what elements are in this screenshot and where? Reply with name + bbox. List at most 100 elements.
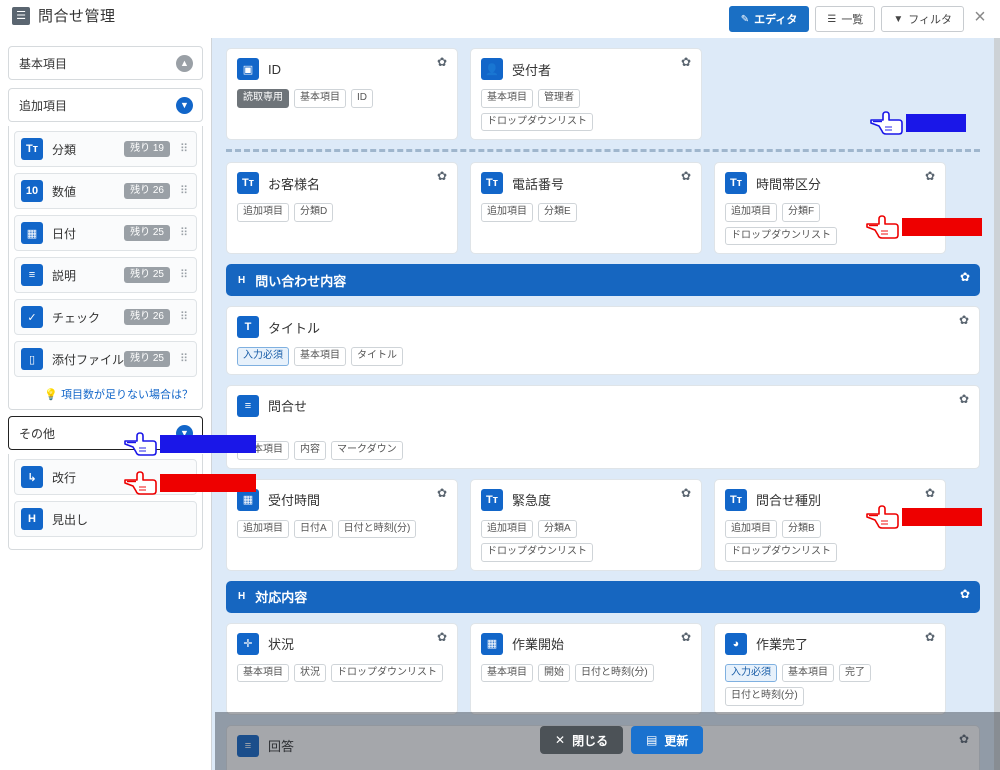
tag: ドロップダウンリスト xyxy=(725,226,837,245)
gear-icon[interactable]: ✿ xyxy=(681,629,692,644)
view-tabs: ✎ エディタ ☰ 一覧 ▼ フィルタ xyxy=(728,6,964,32)
field-card[interactable]: ✿ Tᴛ お客様名 追加項目 分類D xyxy=(226,162,458,254)
sidebar-group-other-header[interactable]: その他 ▼ xyxy=(8,416,203,450)
field-card[interactable]: ✿ 👤 受付者 基本項目 管理者 ドロップダウンリスト xyxy=(470,48,702,140)
remaining-badge: 残り 26 xyxy=(124,183,170,199)
sidebar-item-label: 添付ファイル xyxy=(52,352,125,367)
list-icon: ☰ xyxy=(827,13,837,25)
tag: タイトル xyxy=(351,347,403,366)
sidebar-item-description-icon[interactable]: ≡ 説明 残り 25 ⠿ xyxy=(14,257,197,293)
drag-handle-icon[interactable]: ⠿ xyxy=(180,353,188,365)
card-tags: 入力必須 基本項目 タイトル xyxy=(237,347,969,366)
tag: 追加項目 xyxy=(481,203,533,222)
sidebar-item-line-break-icon[interactable]: ↳ 改行 xyxy=(14,459,197,495)
drag-handle-icon[interactable]: ⠿ xyxy=(180,311,188,323)
card-title: 問合せ種別 xyxy=(756,493,822,508)
chevron-down-icon[interactable]: ▼ xyxy=(176,425,193,442)
field-card[interactable]: ✿ Tᴛ 緊急度 追加項目 分類A ドロップダウンリスト xyxy=(470,478,702,571)
gear-icon[interactable]: ✿ xyxy=(681,55,692,69)
tag: 追加項目 xyxy=(725,519,777,538)
text-format-icon: Tᴛ xyxy=(481,172,503,194)
tag: 読取専用 xyxy=(237,89,289,108)
drag-handle-icon[interactable]: ⠿ xyxy=(180,269,188,281)
section-header-response[interactable]: H 対応内容 ✿ xyxy=(226,580,980,613)
card-title: 作業完了 xyxy=(756,637,809,652)
tab-filter[interactable]: ▼ フィルタ xyxy=(881,6,964,32)
text-format-icon: Tᴛ xyxy=(725,172,747,194)
field-card[interactable]: ✿ Tᴛ 時間帯区分 追加項目 分類F ドロップダウンリスト xyxy=(714,162,946,254)
sidebar-item-attachment-icon[interactable]: ▯ 添付ファイル 残り 25 ⠿ xyxy=(14,341,197,377)
gear-icon[interactable]: ✿ xyxy=(681,485,692,500)
gear-icon[interactable]: ✿ xyxy=(437,629,448,644)
field-card[interactable]: ✿ ≡ 問合せ 基本項目 内容 マークダウン xyxy=(226,384,980,469)
chevron-down-icon[interactable]: ▼ xyxy=(176,97,193,114)
section-header-response-label: 対応内容 xyxy=(255,590,308,605)
field-card[interactable]: ✿ ✛ 状況 基本項目 状況 ドロップダウンリスト xyxy=(226,622,458,715)
gear-icon[interactable]: ✿ xyxy=(437,169,448,183)
sidebar-item-check-icon[interactable]: ✓ チェック 残り 26 ⠿ xyxy=(14,299,197,335)
gear-icon[interactable]: ✿ xyxy=(960,270,971,284)
gear-icon[interactable]: ✿ xyxy=(437,485,448,500)
gear-icon[interactable]: ✿ xyxy=(959,313,970,327)
field-card[interactable]: ✿ ▦ 作業開始 基本項目 開始 日付と時刻(分) xyxy=(470,622,702,715)
gear-icon[interactable]: ✿ xyxy=(959,731,970,746)
field-card[interactable]: ✿ Tᴛ 問合せ種別 追加項目 分類B ドロップダウンリスト xyxy=(714,478,946,571)
sidebar-group-additional-header[interactable]: 追加項目 ▼ xyxy=(8,88,203,122)
not-enough-fields-link[interactable]: 💡 項目数が足りない場合は？ xyxy=(14,383,197,403)
drag-handle-icon[interactable]: ⠿ xyxy=(180,185,188,197)
card-title: 状況 xyxy=(268,637,295,652)
sidebar-item-text-format-icon[interactable]: Tᴛ 分類 残り 19 ⠿ xyxy=(14,131,197,167)
field-card[interactable]: ✿ T タイトル入力必須 基本項目 タイトル xyxy=(226,306,980,375)
gear-icon[interactable]: ✿ xyxy=(959,391,970,406)
sidebar-item-label: 分類 xyxy=(52,142,77,157)
chevron-up-icon[interactable]: ▲ xyxy=(176,55,193,72)
tag: 入力必須 xyxy=(237,347,289,366)
sidebar-item-label: チェック xyxy=(52,310,101,325)
card-header: 👤 受付者 xyxy=(481,58,691,80)
close-icon[interactable]: × xyxy=(974,6,986,28)
sidebar-item-label: 日付 xyxy=(52,226,77,241)
field-card[interactable]: ✿ Tᴛ 電話番号 追加項目 分類E xyxy=(470,162,702,254)
close-button[interactable]: ✕ 閉じる xyxy=(540,726,624,754)
card-tags: 読取専用 基本項目 ID xyxy=(237,89,447,108)
pencil-square-icon: ✎ xyxy=(740,13,750,25)
calendar-icon: ▦ xyxy=(237,488,259,511)
sidebar-group-basic-header[interactable]: 基本項目 ▲ xyxy=(8,46,203,80)
tab-editor-label: エディタ xyxy=(754,14,798,26)
not-enough-fields-label: 項目数が足りない場合は？ xyxy=(61,389,193,401)
card-title: 緊急度 xyxy=(512,493,552,508)
sidebar: 基本項目 ▲ 追加項目 ▼ Tᴛ 分類 残り 19 ⠿ 10 数値 残り 26 ⠿ ▦ 日付 残り … xyxy=(0,38,212,770)
gear-icon[interactable]: ✿ xyxy=(437,55,448,69)
drag-handle-icon[interactable]: ⠿ xyxy=(180,143,188,155)
tab-list[interactable]: ☰ 一覧 xyxy=(815,6,876,32)
field-card[interactable]: ✿ ◕ 作業完了 入力必須 基本項目 完了 日付と時刻(分) xyxy=(714,622,946,715)
tab-editor[interactable]: ✎ エディタ xyxy=(728,6,810,32)
tag: 追加項目 xyxy=(481,519,533,538)
sidebar-item-number-icon[interactable]: 10 数値 残り 26 ⠿ xyxy=(14,173,197,209)
gear-icon[interactable]: ✿ xyxy=(960,586,971,601)
field-card[interactable]: ✿ ▦ 受付時間 追加項目 日付A 日付と時刻(分) xyxy=(226,478,458,571)
card-tags: 基本項目 内容 マークダウン xyxy=(237,441,403,460)
update-button[interactable]: ▤ 更新 xyxy=(631,726,704,754)
section-header-inquiry[interactable]: H 問い合わせ内容 ✿ xyxy=(226,264,980,296)
card-title: 回答 xyxy=(268,739,295,754)
card-tags: 基本項目 開始 日付と時刻(分) xyxy=(481,663,691,682)
gear-icon[interactable]: ✿ xyxy=(925,169,936,183)
tag: 追加項目 xyxy=(725,203,777,222)
card-header: ▦ 受付時間 xyxy=(237,488,447,511)
card-tags: 追加項目 分類F ドロップダウンリスト xyxy=(725,203,935,245)
tag: 追加項目 xyxy=(237,203,289,222)
sidebar-item-label: 説明 xyxy=(52,268,77,283)
card-row-title: ✿ T タイトル入力必須 基本項目 タイトル xyxy=(212,306,994,375)
sidebar-item-calendar-icon[interactable]: ▦ 日付 残り 25 ⠿ xyxy=(14,215,197,251)
window-titlebar: ☰ 問合せ管理 ✎ エディタ ☰ 一覧 ▼ フィルタ × xyxy=(0,0,1000,38)
field-card[interactable]: ✿ ▣ ID 読取専用 基本項目 ID xyxy=(226,48,458,140)
card-row-3: ✿ ▦ 受付時間 追加項目 日付A 日付と時刻(分) ✿ Tᴛ 緊急度 追加項目 分類A ドロップダウ… xyxy=(212,478,994,571)
card-header: T タイトル xyxy=(237,316,969,338)
drag-handle-icon[interactable]: ⠿ xyxy=(180,227,188,239)
gear-icon[interactable]: ✿ xyxy=(681,169,692,183)
remaining-badge: 残り 25 xyxy=(124,267,170,283)
gear-icon[interactable]: ✿ xyxy=(925,485,936,500)
sidebar-item-heading-icon[interactable]: H 見出し xyxy=(14,501,197,537)
gear-icon[interactable]: ✿ xyxy=(925,629,936,644)
